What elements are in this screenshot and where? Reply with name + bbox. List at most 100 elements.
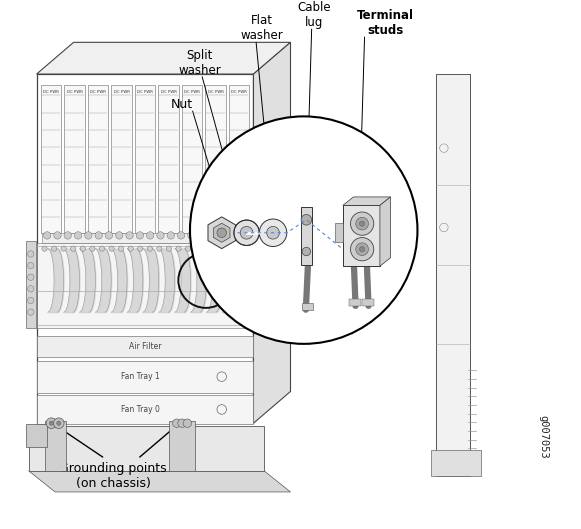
Circle shape [27,251,34,257]
Circle shape [178,419,187,427]
Text: Terminal
studs: Terminal studs [357,9,414,37]
Text: DC PWR: DC PWR [184,90,200,94]
Circle shape [302,248,311,256]
Polygon shape [42,233,248,243]
Polygon shape [37,395,253,424]
Circle shape [177,232,185,239]
Polygon shape [28,471,290,492]
Polygon shape [349,299,361,306]
Polygon shape [206,85,226,233]
Polygon shape [135,85,155,233]
Circle shape [80,246,85,251]
Polygon shape [26,424,47,447]
Circle shape [176,246,181,251]
Polygon shape [302,303,313,310]
Circle shape [70,246,76,251]
Polygon shape [300,207,312,265]
Circle shape [27,286,34,292]
Text: g007053: g007053 [539,415,548,458]
Circle shape [356,217,368,230]
Circle shape [85,232,92,239]
Text: Fan Tray 0: Fan Tray 0 [121,405,160,414]
Text: DC PWR: DC PWR [207,90,224,94]
Text: Cable
lug: Cable lug [297,1,331,29]
Polygon shape [41,85,61,233]
Circle shape [198,232,206,239]
Circle shape [44,232,51,239]
Circle shape [205,246,210,251]
Text: DC PWR: DC PWR [67,90,83,94]
Circle shape [157,246,162,251]
Polygon shape [380,197,390,266]
Circle shape [64,232,71,239]
Text: Air Filter: Air Filter [129,342,162,351]
Polygon shape [37,336,253,357]
Circle shape [350,212,374,235]
Circle shape [42,246,47,251]
Circle shape [218,232,226,239]
Circle shape [74,232,82,239]
Circle shape [173,419,181,427]
Circle shape [57,421,61,425]
Circle shape [190,116,418,344]
Text: Nut: Nut [171,98,193,111]
Polygon shape [213,223,230,242]
Polygon shape [45,421,66,471]
Circle shape [138,246,143,251]
Circle shape [27,297,34,304]
Circle shape [146,232,154,239]
Circle shape [95,232,102,239]
Circle shape [229,232,236,239]
Circle shape [217,228,227,238]
Circle shape [185,246,191,251]
Circle shape [214,246,220,251]
Circle shape [119,246,124,251]
Polygon shape [88,85,108,233]
Polygon shape [253,42,290,423]
Polygon shape [335,223,343,242]
Circle shape [136,232,144,239]
Circle shape [356,243,368,256]
Circle shape [301,215,311,225]
Circle shape [241,226,253,239]
Circle shape [243,246,248,251]
Circle shape [195,246,200,251]
Circle shape [61,246,66,251]
Text: DC PWR: DC PWR [113,90,130,94]
Text: Fan Tray 1: Fan Tray 1 [121,372,160,381]
Circle shape [234,220,259,245]
Circle shape [350,238,374,261]
Polygon shape [169,421,195,471]
Polygon shape [182,85,202,233]
Polygon shape [361,299,374,306]
Circle shape [116,232,123,239]
Circle shape [53,418,64,428]
Text: DC PWR: DC PWR [43,90,59,94]
Circle shape [27,309,34,315]
Circle shape [54,232,61,239]
Circle shape [27,274,34,280]
Circle shape [188,232,195,239]
Circle shape [224,246,229,251]
Circle shape [259,219,287,247]
Circle shape [49,421,53,425]
Circle shape [109,246,114,251]
Circle shape [239,232,246,239]
Polygon shape [436,74,471,476]
Polygon shape [37,243,253,328]
Text: Grounding points
(on chassis): Grounding points (on chassis) [59,462,167,490]
Circle shape [99,246,105,251]
Text: DC PWR: DC PWR [160,90,177,94]
Circle shape [167,232,174,239]
Circle shape [208,232,216,239]
Text: DC PWR: DC PWR [90,90,106,94]
Polygon shape [343,197,390,205]
Text: Flat
washer: Flat washer [240,14,283,42]
Polygon shape [64,85,85,233]
Circle shape [27,262,34,269]
Polygon shape [26,241,35,328]
Polygon shape [159,85,179,233]
Circle shape [183,419,192,427]
Polygon shape [343,205,380,266]
Circle shape [157,232,164,239]
